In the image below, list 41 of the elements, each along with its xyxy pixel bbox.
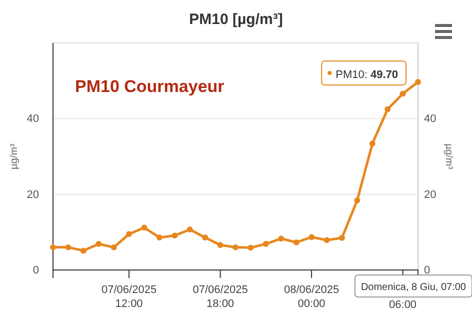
point (262, 240, 269, 247)
point (338, 234, 345, 241)
y-tick-label: 40 (26, 113, 39, 126)
y2-tick-label: 40 (424, 113, 436, 126)
point (172, 232, 178, 239)
y2-tick-label: 0 (424, 264, 430, 277)
point (65, 244, 72, 250)
x-tick-label: 06:00 (389, 299, 417, 311)
y-tick-label: 0 (32, 264, 39, 277)
point (96, 240, 102, 247)
point (186, 226, 193, 232)
y2-axis-title: µg/m³ (443, 144, 454, 170)
point (324, 237, 330, 244)
y-axis-title: µg/m³ (9, 142, 20, 170)
point (415, 78, 421, 85)
point (232, 244, 238, 250)
point (141, 224, 148, 231)
point (400, 90, 406, 97)
point (278, 236, 284, 242)
annotation: PM10: 49.70 (336, 68, 398, 81)
point (293, 239, 300, 246)
y2-tick-label: 20 (424, 188, 436, 201)
point (354, 197, 360, 204)
point (369, 140, 376, 147)
point (308, 234, 315, 240)
point (217, 242, 224, 248)
text: Domenica, 8 Giu, 07:00 (360, 282, 466, 293)
point (248, 244, 254, 251)
point (156, 234, 162, 240)
point (50, 244, 56, 250)
point (126, 231, 132, 238)
chart-title: PM10 [µg/m³] (189, 11, 283, 28)
y-tick-label: 20 (26, 188, 39, 201)
point (202, 234, 208, 240)
point (384, 106, 391, 112)
x-tick-label: 08/06/2025 00:00 (284, 284, 340, 310)
point (110, 244, 117, 250)
annotation: PM10 Courmayeur (75, 77, 225, 96)
point (80, 248, 86, 254)
x-tick-label: 07/06/2025 18:00 (192, 284, 248, 310)
x-tick-label: 07/06/2025 12:00 (102, 284, 157, 310)
